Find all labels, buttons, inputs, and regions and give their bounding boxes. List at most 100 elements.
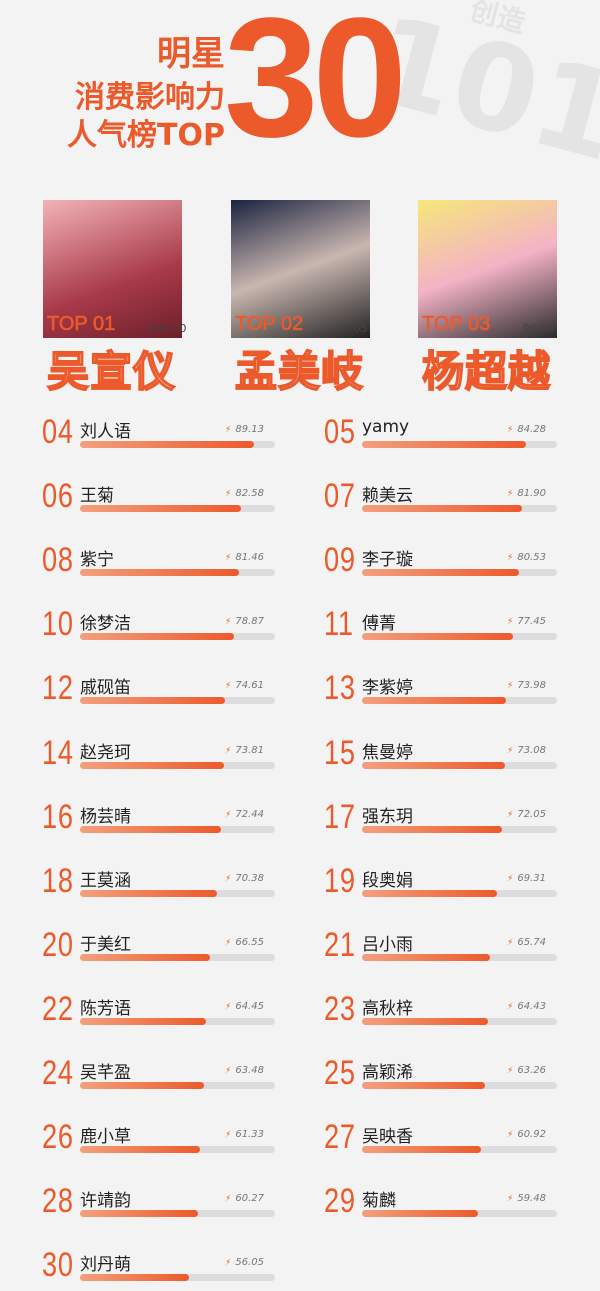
title-line: 人气榜TOP [67,118,225,153]
bar [80,633,234,641]
title-line: 消费影响力 [75,80,225,115]
bar [80,825,222,833]
rank: 17 [324,797,356,836]
rank: 13 [324,669,356,708]
rank: 30 [42,1246,74,1285]
title-number: 30 [224,0,407,173]
score-label: 70.38 [225,873,264,884]
rank: 14 [42,733,74,772]
name: 鹿小草 [80,1127,131,1148]
bar [362,505,522,513]
bar [362,825,503,833]
rank: 09 [324,541,356,580]
top-name: 杨超越 [421,346,552,397]
rank: 20 [42,925,74,964]
rank: 24 [42,1054,74,1092]
rank: 11 [324,605,354,644]
name: 李紫婷 [362,678,413,699]
bar [80,1146,200,1154]
title-line: 明星 [157,34,225,74]
score-label: 59.48 [507,1193,546,1204]
score-label: 82.58 [225,488,264,499]
bar [362,569,520,577]
rank: 12 [42,669,74,708]
score-label: 64.43 [507,1001,546,1012]
rank: 10 [42,605,74,644]
rank: 27 [324,1118,356,1157]
score-label: 65.74 [507,937,546,948]
name: 焦曼婷 [362,742,413,763]
top-score: 95.84 [523,322,555,335]
score-label: 69.31 [507,873,546,884]
photo [231,200,370,338]
score-label: 60.92 [507,1129,546,1140]
score-label: 56.05 [225,1257,264,1268]
name: 紫宁 [80,550,114,571]
name: 许靖韵 [80,1191,131,1212]
rank: 29 [324,1182,356,1221]
bar [362,441,527,448]
bar [80,953,210,961]
score-label: 63.26 [507,1065,546,1076]
bar [80,889,218,897]
rank: 22 [42,989,74,1028]
name: 于美红 [80,934,131,955]
bar [80,1210,198,1218]
name: 赵尧珂 [80,742,131,763]
rank: 07 [324,477,356,516]
score-label: 74.61 [225,680,264,691]
score-label: 64.45 [225,1001,264,1012]
rank: 04 [42,413,74,451]
bar [80,1274,190,1282]
score-label: 81.46 [225,552,264,563]
rank: 15 [324,733,356,772]
name: 强东玥 [362,806,413,827]
score-label: 66.55 [225,937,264,948]
rank: 26 [42,1118,74,1157]
name: 刘人语 [80,422,131,442]
bar [362,1082,486,1089]
bar [80,1017,206,1025]
rank: 06 [42,477,74,516]
bar [80,1082,204,1089]
top-score: 97.05 [336,322,368,335]
top-score: 100.00 [148,322,187,335]
name: 傅菁 [362,614,396,635]
bar [362,1146,481,1154]
name: 王莫涵 [80,870,131,891]
name: 陈芳语 [80,998,131,1019]
name: 菊麟 [362,1191,396,1212]
bar [80,761,224,769]
bar [80,697,226,705]
rank: 21 [324,925,356,964]
name: 王菊 [80,486,114,507]
name: 刘丹萌 [80,1255,131,1276]
top-name: 孟美岐 [234,346,365,397]
score-label: 73.98 [507,680,546,691]
score-label: 73.81 [225,745,264,756]
photo [418,200,557,338]
bar [80,505,242,513]
rank: 08 [42,541,74,580]
rank: 05 [324,413,356,451]
bar [362,1210,478,1218]
bar [362,761,505,769]
score-label: 61.33 [225,1129,264,1140]
score-label: 72.44 [225,809,264,820]
score-label: 73.08 [507,745,546,756]
name: 徐梦洁 [80,614,131,635]
score-label: 60.27 [225,1193,264,1204]
score-label: 63.48 [225,1065,264,1076]
name: 吴芊盈 [80,1063,131,1083]
top-label: TOP 01 [47,313,116,336]
name: 赖美云 [362,486,413,507]
score-label: 72.05 [507,809,546,820]
score-label: 77.45 [507,616,546,627]
rank: 28 [42,1182,74,1221]
name: 高秋梓 [362,998,413,1019]
bar [362,1017,488,1025]
name: 杨芸晴 [80,806,131,827]
rank: 16 [42,797,74,836]
score-label: 81.90 [507,488,546,499]
